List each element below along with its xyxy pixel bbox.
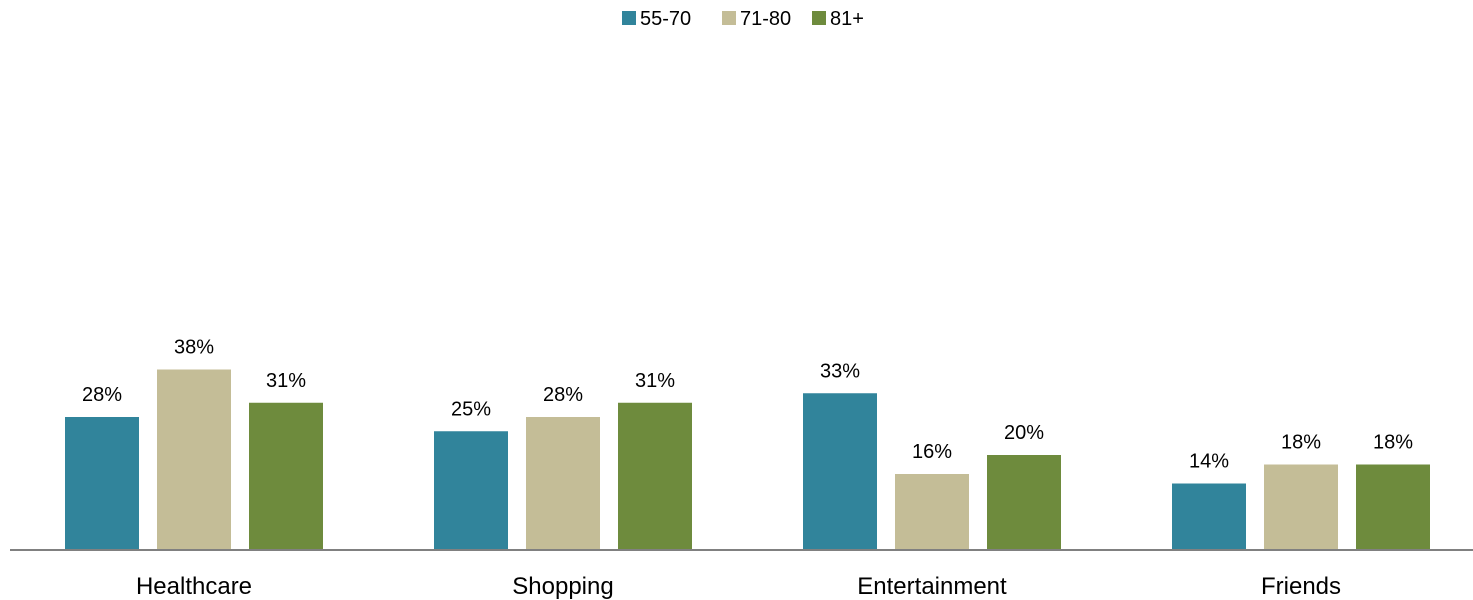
legend-label-81+: 81+ <box>830 8 864 30</box>
legend: 55-70 71-80 81+ <box>622 8 864 30</box>
data-label-shopping-55-70: 25% <box>451 398 491 420</box>
bar-shopping-71-80 <box>526 417 600 550</box>
category-label-healthcare: Healthcare <box>136 573 252 600</box>
data-label-entertainment-81+: 20% <box>1004 422 1044 444</box>
data-label-entertainment-71-80: 16% <box>912 441 952 463</box>
data-label-friends-81+: 18% <box>1373 432 1413 454</box>
data-label-friends-71-80: 18% <box>1281 432 1321 454</box>
bar-friends-55-70 <box>1172 483 1246 550</box>
bar-shopping-81+ <box>618 402 692 550</box>
data-label-healthcare-81+: 31% <box>266 370 306 392</box>
data-label-healthcare-55-70: 28% <box>82 384 122 406</box>
bar-healthcare-71-80 <box>157 369 231 550</box>
category-label-entertainment: Entertainment <box>857 573 1007 600</box>
legend-swatch-81+ <box>812 11 826 25</box>
data-labels-group: 28% 38% 31% 25% 28% 31% 33% 16% 20% 14% 18% 18% <box>82 337 1413 473</box>
legend-label-55-70: 55-70 <box>640 8 691 30</box>
bar-entertainment-71-80 <box>895 474 969 550</box>
bar-friends-71-80 <box>1264 464 1338 550</box>
data-label-shopping-71-80: 28% <box>543 384 583 406</box>
bar-friends-81+ <box>1356 464 1430 550</box>
data-label-entertainment-55-70: 33% <box>820 360 860 382</box>
data-label-healthcare-71-80: 38% <box>174 337 214 359</box>
bar-shopping-55-70 <box>434 431 508 550</box>
category-label-shopping: Shopping <box>512 573 613 600</box>
category-labels-group: Healthcare Shopping Entertainment Friends <box>136 573 1341 600</box>
bars-group <box>65 369 1430 550</box>
bar-entertainment-55-70 <box>803 393 877 550</box>
bar-healthcare-81+ <box>249 402 323 550</box>
data-label-shopping-81+: 31% <box>635 370 675 392</box>
legend-swatch-55-70 <box>622 11 636 25</box>
legend-label-71-80: 71-80 <box>740 8 791 30</box>
legend-swatch-71-80 <box>722 11 736 25</box>
bar-entertainment-81+ <box>987 455 1061 550</box>
category-label-friends: Friends <box>1261 573 1341 600</box>
bar-healthcare-55-70 <box>65 417 139 550</box>
data-label-friends-55-70: 14% <box>1189 451 1229 473</box>
